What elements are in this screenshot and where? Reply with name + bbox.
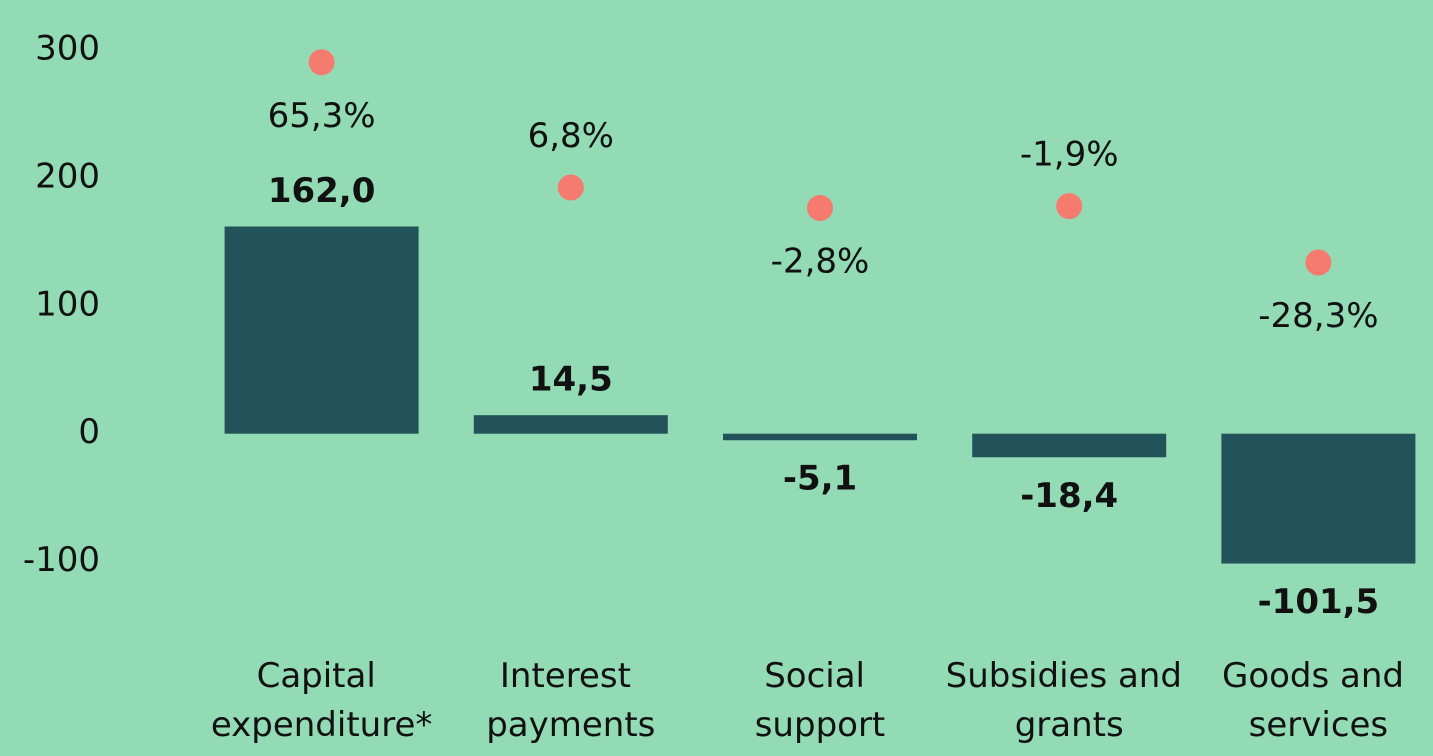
y-tick-label: 200 — [35, 156, 100, 196]
bar-value-label: -18,4 — [1020, 476, 1118, 516]
dot — [1305, 249, 1332, 276]
bar-value-label: 14,5 — [529, 360, 613, 400]
y-tick-label: -100 — [23, 540, 100, 580]
bar-value-label: -101,5 — [1258, 582, 1380, 622]
bar-value-label: -5,1 — [783, 459, 857, 499]
y-tick-label: 300 — [35, 28, 100, 68]
x-tick-label: Subsidies and grants — [946, 656, 1193, 745]
dot — [807, 194, 833, 221]
bar — [723, 433, 917, 441]
dot-value-label: -2,8% — [771, 241, 870, 281]
dot — [1056, 193, 1083, 220]
x-tick-label: Goods and services — [1222, 656, 1415, 745]
y-tick-label: 100 — [35, 284, 100, 324]
bar — [473, 415, 668, 434]
x-tick-label: Social support — [755, 656, 886, 745]
x-tick-label: Interest payments — [486, 656, 655, 745]
y-tick-label: 0 — [78, 412, 100, 452]
bar — [972, 433, 1167, 458]
dot-value-label: 6,8% — [528, 116, 614, 156]
x-tick-label: Capital expenditure* — [211, 656, 433, 745]
dot-value-label: -28,3% — [1258, 296, 1378, 336]
bar — [224, 226, 419, 434]
bar-value-label: 162,0 — [268, 171, 376, 211]
dot — [308, 49, 335, 76]
bar — [1221, 433, 1416, 564]
dot — [557, 174, 584, 201]
dot-value-label: 65,3% — [268, 96, 376, 136]
dot-value-label: -1,9% — [1020, 135, 1119, 175]
